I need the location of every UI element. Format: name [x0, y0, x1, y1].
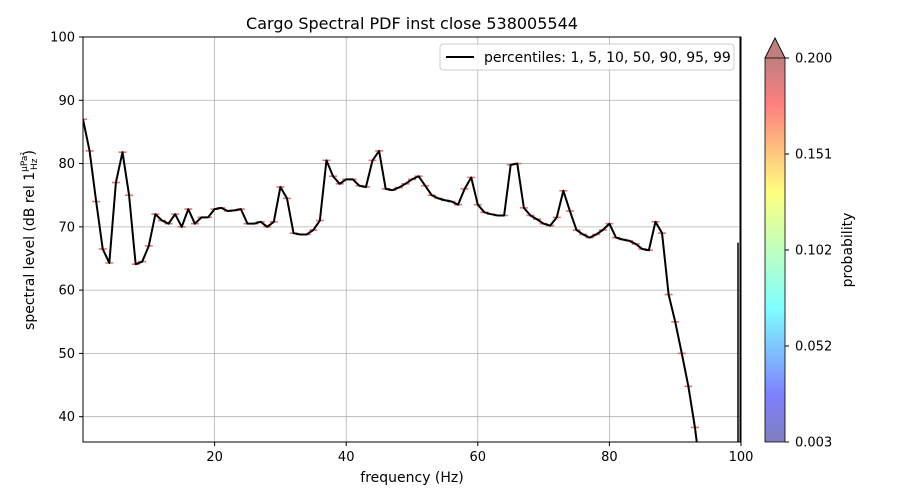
colorbar-extend-triangle	[764, 37, 786, 59]
colorbar-tick-label: 0.003	[795, 436, 832, 451]
colorbar-outline	[764, 37, 786, 443]
colorbar-label: probability	[840, 213, 856, 288]
colorbar-tick-label: 0.102	[795, 244, 832, 259]
y-axis-label-unit-num: μPa²	[20, 152, 30, 172]
x-tick-label: 60	[470, 450, 487, 465]
y-tick-label: 60	[58, 284, 75, 299]
chart-title: Cargo Spectral PDF inst close 538005544	[246, 14, 578, 33]
y-axis-ticks: 40 50 60 70 80 90 100	[50, 31, 83, 425]
x-axis-label: frequency (Hz)	[360, 470, 463, 486]
colorbar-tick-label: 0.200	[795, 52, 832, 67]
plot-area	[83, 37, 741, 442]
y-tick-label: 50	[58, 347, 75, 362]
legend-label: percentiles: 1, 5, 10, 50, 90, 95, 99	[484, 50, 731, 66]
x-tick-label: 80	[601, 450, 618, 465]
colorbar: 0.003 0.052 0.102 0.151 0.200 probability	[764, 37, 856, 451]
colorbar-tick-label: 0.151	[795, 148, 832, 163]
colorbar-tick-label: 0.052	[795, 340, 832, 355]
y-tick-label: 90	[58, 94, 75, 109]
legend: percentiles: 1, 5, 10, 50, 90, 95, 99	[439, 43, 735, 71]
y-tick-label: 100	[50, 31, 75, 46]
y-axis-label: spectral level (dB rel 1μPa²Hz)	[20, 150, 40, 330]
colorbar-gradient	[765, 58, 785, 442]
y-axis-label-unit-den: Hz	[30, 158, 40, 170]
colorbar-ticks: 0.003 0.052 0.102 0.151 0.200	[785, 52, 832, 451]
percentile-line	[83, 119, 698, 442]
y-axis-label-text: spectral level (dB rel 1	[22, 172, 38, 330]
x-axis-ticks: 20 40 60 80 100	[206, 442, 753, 465]
y-axis-label-close: )	[22, 150, 38, 155]
y-tick-label: 70	[58, 220, 75, 235]
y-tick-label: 80	[58, 157, 75, 172]
y-tick-label: 40	[58, 410, 75, 425]
svg-text:spectral level (dB rel 1μPa²Hz: spectral level (dB rel 1μPa²Hz)	[20, 150, 40, 330]
x-tick-label: 100	[729, 450, 754, 465]
x-tick-label: 40	[338, 450, 355, 465]
legend-box	[439, 43, 735, 71]
x-tick-label: 20	[206, 450, 223, 465]
plot-frame	[82, 36, 742, 443]
